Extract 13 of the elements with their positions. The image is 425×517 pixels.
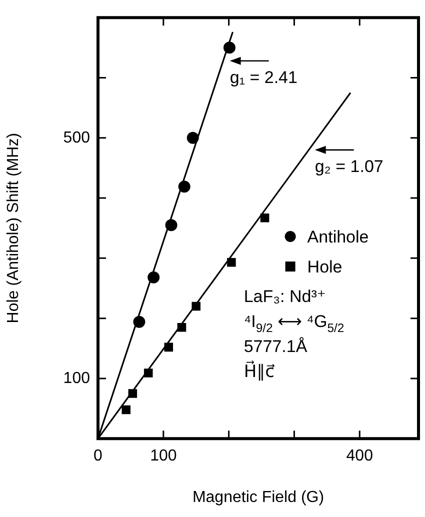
- y-tick-label: 500: [63, 129, 90, 146]
- annotation: g₂ = 1.07: [314, 156, 384, 176]
- x-tick-label: 100: [150, 448, 177, 465]
- legend-label: Hole: [307, 258, 342, 277]
- annotation: H⃗∥c⃗: [244, 360, 275, 381]
- annotation: g₁ = 2.41: [230, 68, 298, 87]
- x-tick-label: 400: [346, 448, 374, 465]
- x-axis-title: Magnetic Field (G): [192, 488, 324, 506]
- legend-label: Antihole: [307, 228, 369, 247]
- y-axis-title: Hole (Antihole) Shift (MHz): [5, 132, 22, 324]
- annotation: LaF₃: Nd³⁺: [244, 286, 326, 306]
- x-tick-label: 0: [94, 448, 103, 465]
- annotation: 5777.1Å: [244, 336, 308, 356]
